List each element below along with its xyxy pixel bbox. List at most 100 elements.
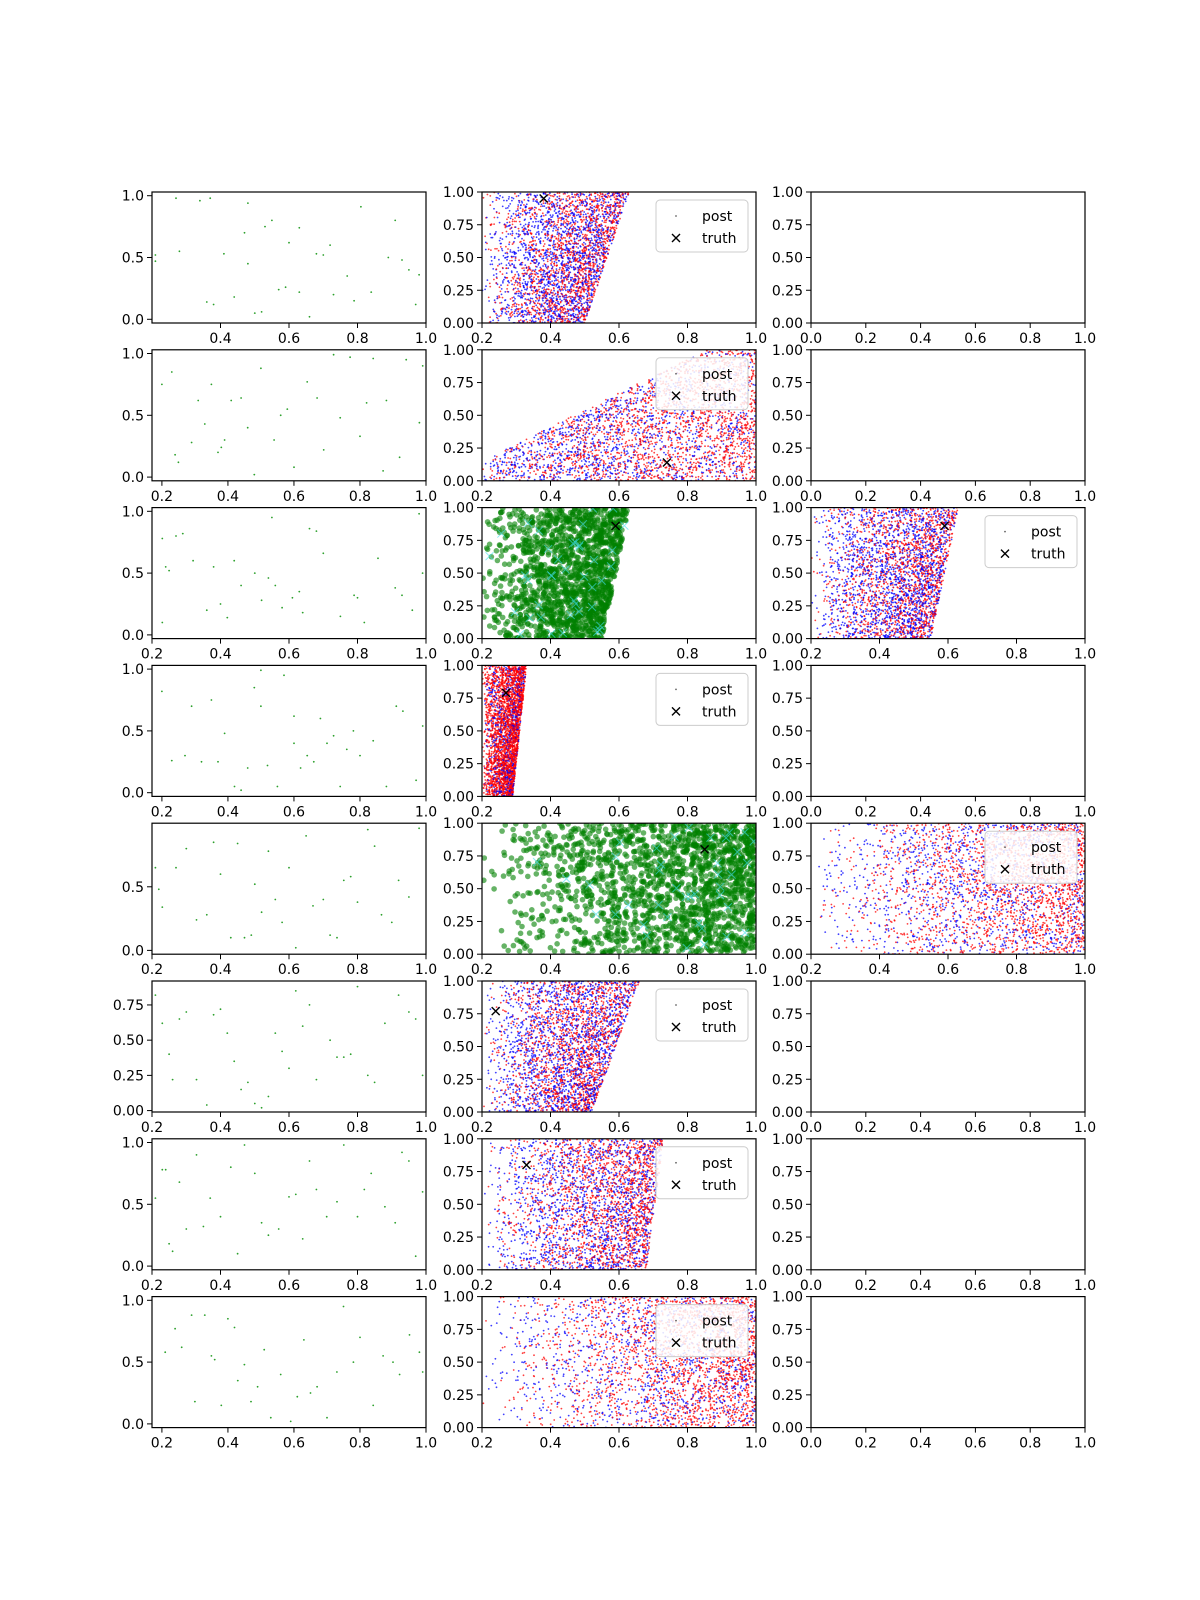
posterior-point [583,237,586,240]
posterior-point [533,305,536,308]
posterior-point [518,290,521,293]
posterior-point [581,233,584,236]
posterior-point [564,453,566,455]
posterior-point [579,300,582,303]
posterior-point [547,193,550,196]
posterior-point [557,217,560,220]
posterior-point [559,290,562,292]
posterior-point [527,224,530,227]
sample-point [253,473,256,476]
posterior-point [644,427,647,429]
posterior-point [590,463,592,466]
posterior-point [546,230,549,233]
posterior-point [561,317,564,320]
posterior-point [544,220,547,223]
posterior-point [620,422,623,424]
posterior-point [618,424,620,427]
y-tick-label: 0.50 [443,251,474,267]
posterior-point [533,291,535,294]
posterior-point [685,454,687,456]
posterior-point [678,469,680,472]
posterior-point [549,278,551,281]
posterior-point [550,221,553,223]
posterior-point [588,294,591,297]
posterior-point [613,226,616,229]
posterior-point [595,260,598,262]
posterior-point [538,254,541,257]
posterior-point [542,273,545,276]
posterior-point [592,215,595,218]
sample-point [154,260,157,263]
posterior-point [614,202,617,205]
posterior-point [566,315,568,318]
posterior-point [559,267,561,269]
posterior-point [571,296,574,298]
posterior-point [557,309,560,311]
posterior-point [576,425,579,428]
posterior-point [494,247,496,250]
posterior-point [618,471,621,474]
posterior-point [674,433,677,436]
posterior-point [543,293,546,296]
posterior-point [581,281,584,284]
posterior-point [675,474,677,476]
posterior-point [513,240,515,243]
posterior-point [591,200,594,203]
y-tick-label: 0.0 [122,312,144,328]
posterior-point [679,422,682,425]
sample-point [246,426,249,429]
posterior-point [511,220,514,223]
posterior-point [600,233,603,236]
posterior-point [527,265,530,268]
posterior-point [582,255,585,258]
posterior-point [561,282,564,285]
posterior-point [561,202,564,205]
posterior-point [484,288,486,291]
posterior-point [501,307,504,310]
posterior-point [567,276,570,278]
posterior-point [587,299,590,302]
posterior-point [546,275,549,278]
posterior-point [607,399,609,401]
posterior-point [539,237,542,240]
posterior-point [722,434,725,437]
posterior-point [546,253,548,256]
posterior-point [529,299,532,302]
posterior-point [515,214,518,217]
posterior-point [529,232,532,234]
posterior-point [534,262,537,264]
posterior-point [558,443,561,445]
posterior-point [586,447,589,449]
posterior-point [577,451,579,453]
posterior-point [536,201,538,204]
subplot-r0-c2: 0.0 0.2 0.4 0.6 0.8 1.00.000.250.500.751.00 [772,185,1096,347]
posterior-point [613,196,616,199]
posterior-point [560,285,563,288]
posterior-point [588,222,591,225]
posterior-point [640,399,643,402]
posterior-point [695,476,697,479]
sample-point [387,256,390,259]
posterior-point [585,226,588,229]
posterior-point [571,218,574,221]
posterior-point [605,448,608,451]
sample-point [220,446,223,449]
posterior-point [686,429,689,432]
posterior-point [521,272,524,275]
posterior-point [530,284,533,287]
posterior-point [735,425,738,428]
posterior-point [556,242,559,245]
posterior-point [593,244,595,247]
posterior-point [598,209,600,212]
posterior-point [595,271,598,274]
posterior-point [571,276,573,279]
posterior-point [542,309,544,311]
posterior-point [514,287,517,289]
posterior-point [552,255,555,257]
legend-box [655,199,749,253]
posterior-point [573,258,575,261]
posterior-point [596,203,599,205]
posterior-point [504,449,507,452]
posterior-point [705,422,708,425]
posterior-point [589,258,591,260]
